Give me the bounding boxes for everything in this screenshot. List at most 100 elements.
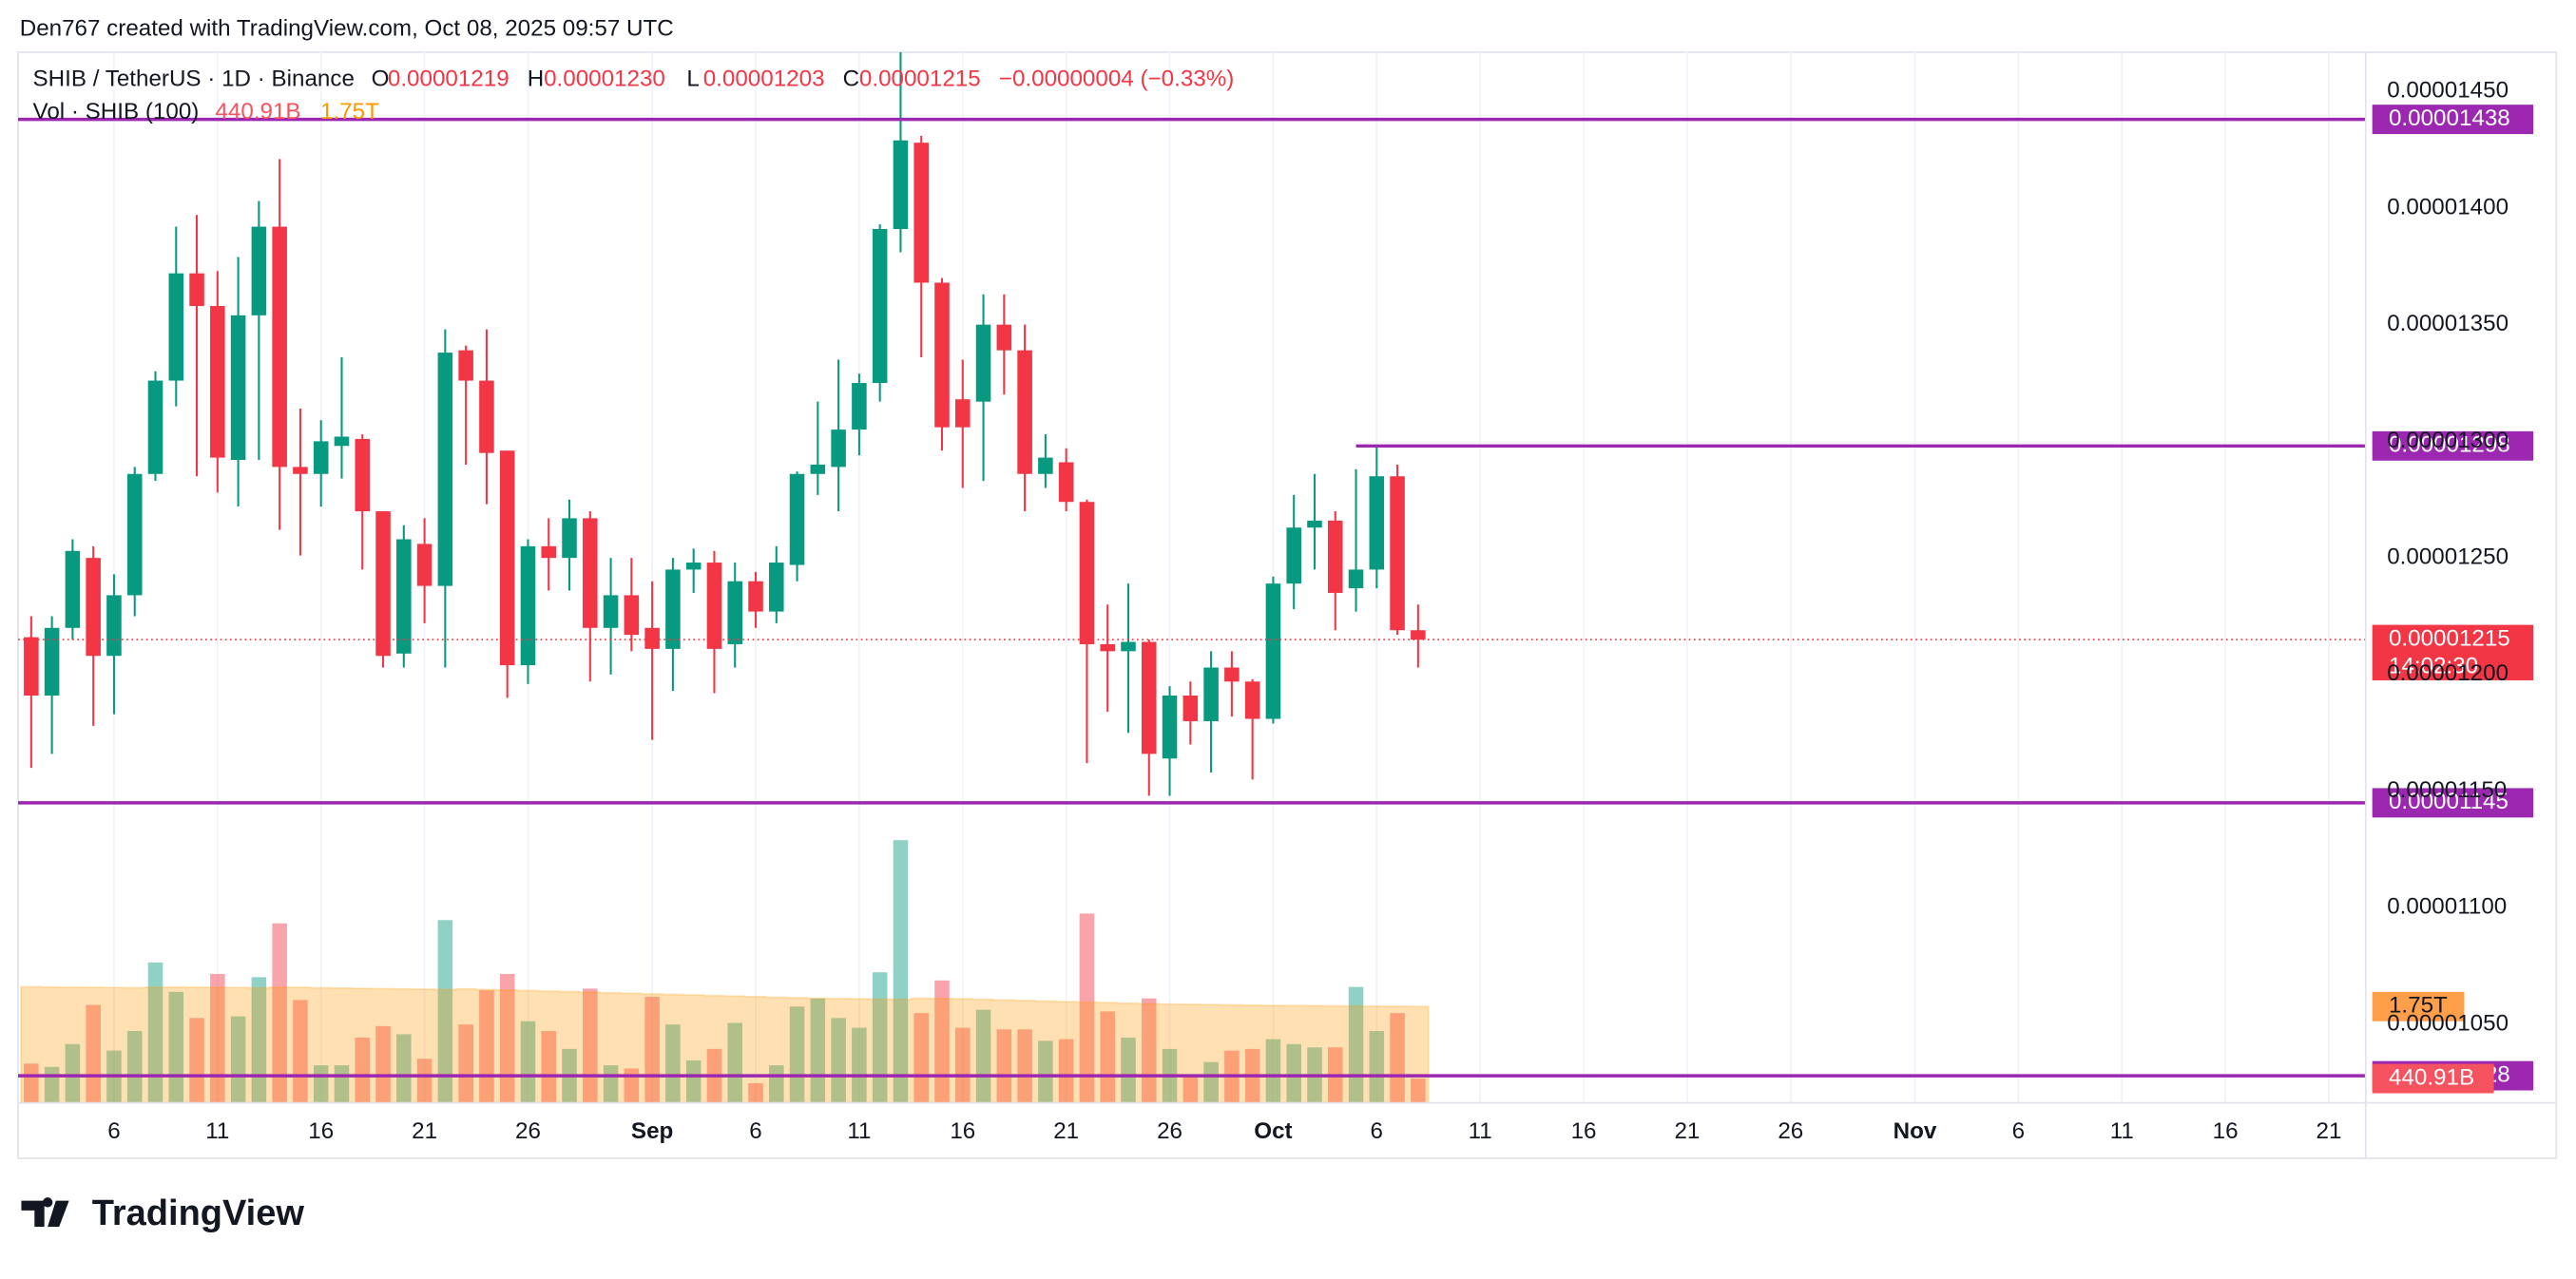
candle-body xyxy=(1348,569,1364,589)
volume-bar xyxy=(789,1006,805,1103)
x-tick-label: 16 xyxy=(1571,1118,1597,1144)
candle-body xyxy=(458,350,473,381)
candle-body xyxy=(1203,667,1219,721)
candle-body xyxy=(189,273,204,307)
candle-body xyxy=(272,226,287,468)
candle-body xyxy=(789,473,805,565)
legend-value: 0.00001215 xyxy=(859,67,981,92)
volume-bar xyxy=(893,840,909,1103)
volume-bar xyxy=(189,1018,204,1103)
x-tick-label: 26 xyxy=(515,1118,541,1144)
volume-ma-area xyxy=(20,985,1430,1103)
candle-body xyxy=(437,353,453,586)
candle-body xyxy=(852,383,867,430)
volume-bar xyxy=(1100,1011,1115,1103)
y-tick-label: 0.00001350 xyxy=(2387,311,2509,336)
y-tick-label: 0.00001050 xyxy=(2387,1011,2509,1037)
volume-bar xyxy=(852,1027,867,1103)
volume-last-label: 440.91B xyxy=(2389,1064,2474,1090)
last-price-box xyxy=(2372,624,2534,680)
candle-body xyxy=(1017,350,1032,474)
chart-frame xyxy=(17,51,2558,1159)
candle-body xyxy=(355,438,371,512)
candle-body xyxy=(251,226,267,315)
legend-key: C xyxy=(843,67,859,92)
candle-body xyxy=(996,324,1012,351)
candle-body xyxy=(748,581,763,612)
volume-bar xyxy=(1017,1029,1032,1103)
volume-last-axis: 440.91B xyxy=(2372,1063,2494,1094)
volume-bar xyxy=(685,1059,702,1103)
volume-ma-value: 1.75T xyxy=(320,99,379,124)
candle-body xyxy=(706,563,722,649)
x-tick-label: 11 xyxy=(2110,1118,2134,1144)
y-tick-label: 0.00001100 xyxy=(2387,894,2507,920)
volume-bar xyxy=(437,920,453,1103)
volume-bar xyxy=(727,1022,743,1103)
candle-body xyxy=(1141,641,1157,754)
volume-bar xyxy=(1203,1061,1219,1103)
volume-bar xyxy=(416,1059,433,1103)
candle-body xyxy=(1058,462,1074,503)
volume-bar xyxy=(1286,1043,1301,1103)
candle-body xyxy=(1369,476,1385,570)
volume-bar xyxy=(1058,1039,1074,1103)
volume-bar xyxy=(996,1029,1012,1103)
y-tick-label: 0.00001200 xyxy=(2387,660,2509,686)
volume-bar xyxy=(934,980,950,1103)
volume-bar xyxy=(831,1018,846,1103)
last-price-label: 0.00001215 xyxy=(2389,625,2510,651)
candle-body xyxy=(1286,527,1301,584)
candle-body xyxy=(1182,695,1199,721)
legend-value: 0.00001203 xyxy=(703,67,825,92)
volume-bar xyxy=(748,1082,763,1103)
volume-bar xyxy=(665,1024,681,1103)
x-tick-label: 6 xyxy=(107,1118,120,1144)
candle-body xyxy=(603,595,619,628)
candle-body xyxy=(24,637,39,696)
y-tick-label: 0.00001250 xyxy=(2387,544,2509,570)
candle-body xyxy=(1411,630,1426,640)
volume-bar xyxy=(1079,913,1095,1103)
candle-body xyxy=(1244,681,1260,719)
volume-bar xyxy=(396,1034,412,1103)
legend-key: O xyxy=(372,67,390,92)
volume-bar xyxy=(1038,1040,1053,1103)
candle-body xyxy=(644,627,660,649)
x-tick-label: 16 xyxy=(950,1118,975,1144)
candle-body xyxy=(934,282,950,428)
volume-bar xyxy=(65,1043,81,1103)
logo: TradingView xyxy=(21,1193,304,1233)
x-tick-label: 16 xyxy=(308,1118,334,1144)
change: −0.00000004 (−0.33%) xyxy=(999,67,1234,92)
x-tick-label: 11 xyxy=(847,1118,871,1144)
candle-body xyxy=(872,229,888,384)
volume-bar xyxy=(872,972,888,1103)
volume-bar xyxy=(499,973,515,1103)
candle-body xyxy=(1224,667,1240,682)
countdown: 14:02:30 xyxy=(2389,654,2478,679)
level-box xyxy=(2372,105,2534,135)
candle-body xyxy=(1265,583,1281,719)
candle-body xyxy=(913,143,929,283)
candle-body xyxy=(975,324,991,402)
levels: 0.0000121514:02:300.000014380.000012980.… xyxy=(18,105,2534,1094)
volume-bar xyxy=(251,977,267,1103)
axis-labels: 0.00001050 0.00001100 0.00001150 0.00001200… xyxy=(107,78,2509,1144)
x-tick-label: 11 xyxy=(1469,1118,1492,1144)
x-tick-label: Nov xyxy=(1894,1118,1937,1144)
volume-bar xyxy=(147,962,163,1103)
y-tick-label: 0.00001300 xyxy=(2387,428,2509,453)
candle-body xyxy=(416,544,433,586)
volume-bar xyxy=(458,1024,473,1103)
candle-body xyxy=(499,450,515,666)
x-tick-label: 21 xyxy=(1053,1118,1079,1144)
volume-bar xyxy=(520,1021,536,1103)
candle-body xyxy=(313,441,329,474)
x-tick-label: 21 xyxy=(1674,1118,1700,1144)
candle-body xyxy=(479,380,494,453)
grid xyxy=(113,51,2330,1103)
candle-body xyxy=(831,430,846,468)
level-label: 0.00001438 xyxy=(2389,105,2510,131)
